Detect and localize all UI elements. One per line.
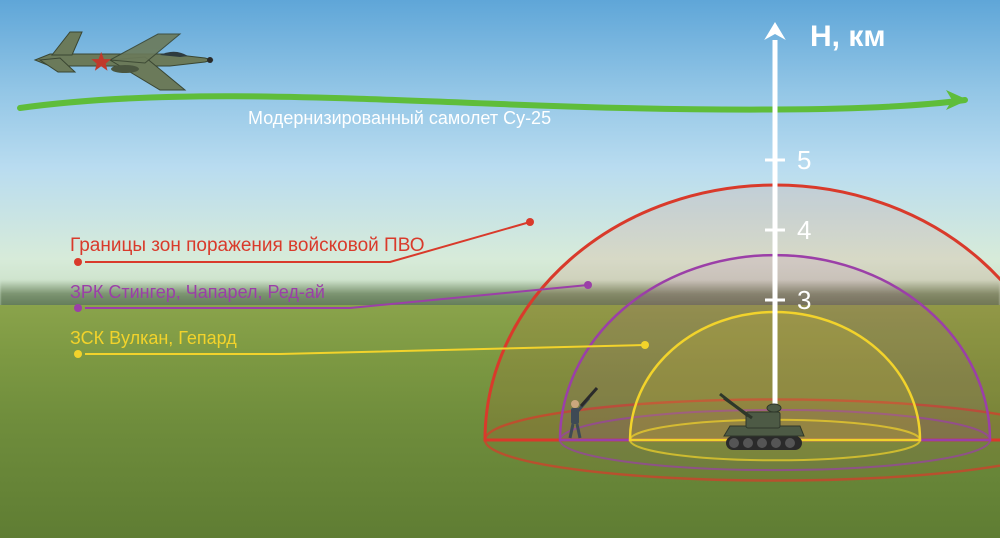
axis-tick-label: 3 — [797, 285, 811, 315]
aircraft-label: Модернизированный самолет Су-25 — [248, 108, 551, 129]
axis-label: Н, км — [810, 20, 886, 54]
axis-tick-label: 4 — [797, 215, 811, 245]
leader-dot-red — [74, 258, 82, 266]
leader-end-yellow — [641, 341, 649, 349]
zone-label-yellow: ЗСК Вулкан, Гепард — [70, 328, 237, 349]
leader-end-red — [526, 218, 534, 226]
overlay-svg: 5 4 3 — [0, 0, 1000, 538]
axis-tick-label: 5 — [797, 145, 811, 175]
axis-arrow — [764, 22, 786, 40]
leader-end-purple — [584, 281, 592, 289]
diagram-stage: 5 4 3 Н, км Модернизированный самолет Су-2… — [0, 0, 1000, 538]
aircraft-icon — [35, 32, 213, 90]
zone-label-red: Границы зон поражения войсковой ПВО — [70, 235, 425, 257]
leader-dot-purple — [74, 304, 82, 312]
zone-label-purple: ЗРК Стингер, Чапарел, Ред-ай — [70, 282, 325, 303]
leader-dot-yellow — [74, 350, 82, 358]
